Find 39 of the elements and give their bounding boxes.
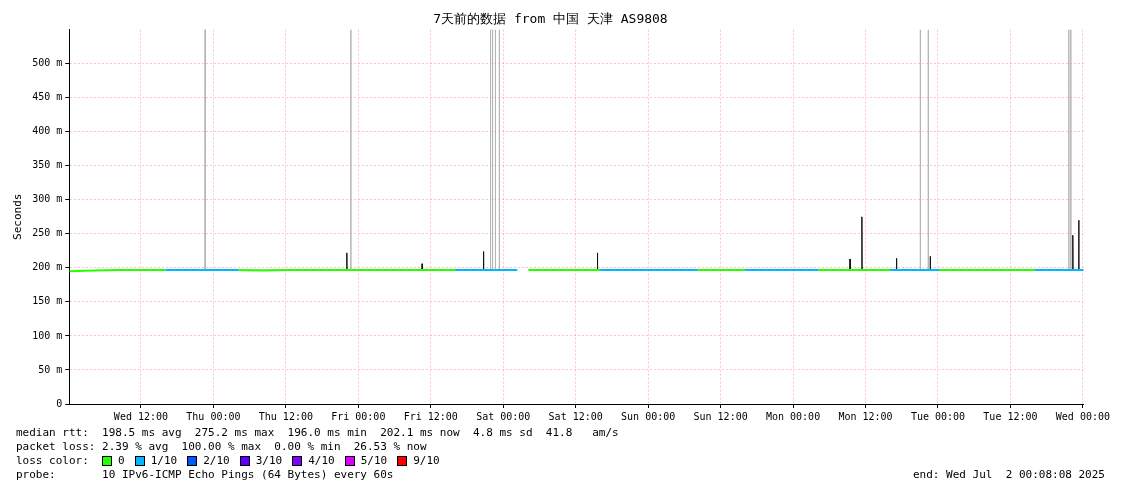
x-tick-label: Sat 12:00	[548, 410, 603, 422]
text: probe: 10 IPv6-ICMP Echo Pings (64 Bytes) every 60s	[16, 468, 394, 482]
y-tick-label: 150 m	[32, 295, 63, 307]
chart-title: 7天前的数据 from 中国 天津 AS9808	[433, 11, 668, 27]
y-tick-label: 350 m	[32, 159, 63, 171]
x-tick-label: Thu 00:00	[186, 410, 241, 422]
text: median rtt: 198.5 ms avg 275.2 ms max 196.0 ms min 202.1 ms now 4.8 ms sd 41.8 am/s	[16, 426, 620, 440]
y-tick-label: 50 m	[38, 363, 63, 375]
y-tick-label: 400 m	[32, 125, 63, 137]
x-tick-label: Fri 00:00	[331, 410, 386, 422]
text: packet loss: 2.39 % avg 100.00 % max 0.00 % min 26.53 % now	[16, 440, 428, 454]
x-tick-label: Thu 12:00	[258, 410, 313, 422]
legend-title: loss color:	[16, 454, 90, 468]
x-tick-label: Mon 12:00	[838, 410, 893, 422]
x-tick-label: Sun 00:00	[621, 410, 676, 422]
y-axis-title: Seconds	[11, 193, 25, 240]
x-tick-label: Wed 12:00	[113, 410, 169, 422]
y-tick-label: 500 m	[32, 57, 63, 69]
y-tick-label: 450 m	[32, 91, 63, 103]
x-tick-label: Fri 12:00	[403, 410, 458, 422]
x-tick-label: Sat 00:00	[476, 410, 531, 422]
legend-label: 9/10	[413, 454, 440, 468]
x-tick-label: Mon 00:00	[765, 410, 821, 422]
legend-label: 5/10	[360, 454, 388, 468]
y-tick-label: 200 m	[32, 261, 63, 273]
legend-label: 3/10	[255, 454, 283, 468]
x-tick-label: Tue 12:00	[983, 410, 1038, 422]
x-tick-label: Sun 12:00	[693, 410, 748, 422]
y-tick-label: 0	[56, 397, 63, 409]
x-tick-label: Tue 00:00	[910, 410, 966, 422]
text: end: Wed Jul 2 00:08:08 2025	[912, 468, 1105, 482]
y-tick-label: 100 m	[32, 329, 63, 341]
legend-label: 2/10	[203, 454, 230, 468]
y-tick-label: 250 m	[32, 227, 63, 239]
legend-label: 1/10	[150, 454, 178, 468]
y-tick-label: 300 m	[32, 193, 63, 205]
legend-label: 0	[118, 454, 125, 468]
legend-label: 4/10	[308, 454, 335, 468]
x-tick-label: Wed 00:00	[1055, 410, 1110, 422]
